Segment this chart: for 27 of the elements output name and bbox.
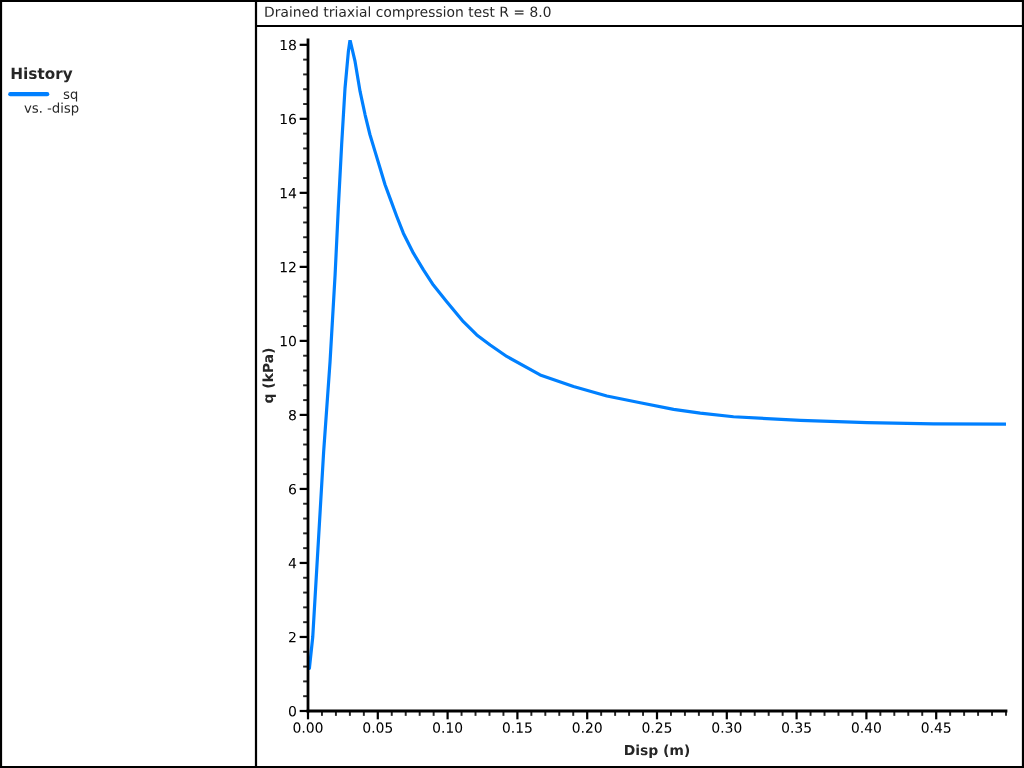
x-tick-label: 0.20: [572, 722, 602, 733]
y-axis-title: q (kPa): [262, 348, 276, 403]
x-tick-label: 0.00: [293, 722, 323, 733]
y-tick-label: 8: [288, 409, 296, 421]
y-tick-label: 14: [280, 188, 297, 199]
y-tick-label: 10: [280, 335, 296, 347]
chart-title: Drained triaxial compression test R = 8.0: [265, 6, 551, 20]
x-tick-label: 0.35: [782, 722, 811, 733]
y-tick-label: 16: [280, 113, 297, 125]
x-tick-label: 0.15: [502, 722, 532, 733]
x-tick-label: 0.40: [851, 722, 881, 733]
x-tick-label: 0.45: [921, 722, 951, 733]
y-tick-label: 4: [288, 558, 297, 569]
y-tick-label: 2: [289, 631, 296, 643]
x-tick-label: 0.25: [642, 722, 672, 733]
legend-title: History: [11, 67, 73, 83]
line-series: [308, 40, 1006, 671]
x-tick-label: 0.30: [712, 722, 742, 733]
x-tick-label: 0.05: [363, 722, 393, 733]
text: vs. -disp: [24, 102, 79, 116]
x-axis-title: Disp (m): [625, 744, 690, 758]
legend-label: sq: [63, 91, 78, 102]
y-tick-label: 0: [288, 705, 296, 717]
y-tick-label: 6: [289, 483, 297, 495]
y-tick-label: 12: [280, 261, 296, 273]
y-tick-label: 18: [280, 39, 296, 51]
x-tick-label: 0.10: [433, 722, 463, 733]
